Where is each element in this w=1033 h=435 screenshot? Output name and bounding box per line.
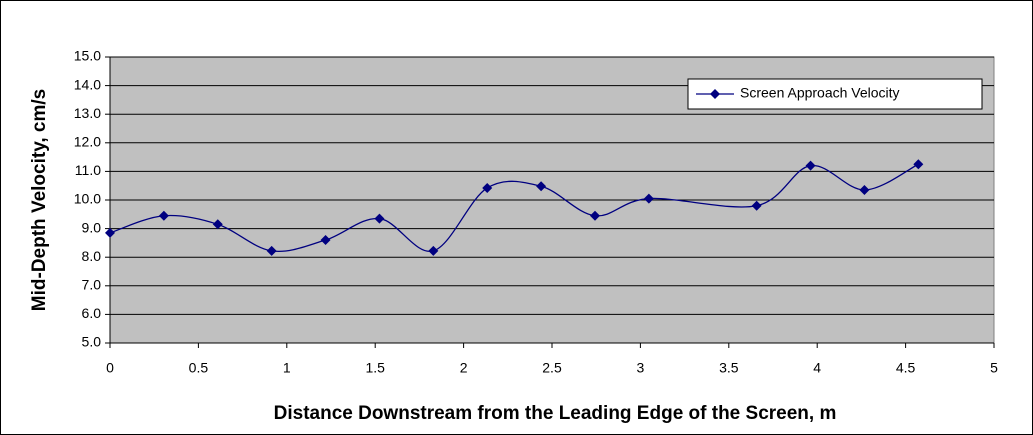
x-tick-label: 2.5	[542, 360, 562, 376]
x-tick-label: 5	[990, 360, 998, 376]
y-tick-label: 10.0	[74, 191, 101, 207]
y-tick-label: 11.0	[75, 162, 101, 178]
y-tick-label: 13.0	[74, 105, 101, 121]
data-point	[482, 182, 493, 193]
data-point	[805, 160, 816, 171]
data-point	[158, 210, 169, 221]
data-point	[428, 245, 439, 256]
y-tick-label: 6.0	[82, 305, 102, 321]
series-line	[109, 163, 919, 253]
y-tick-label: 9.0	[82, 219, 102, 235]
x-tick-label: 1	[283, 360, 291, 376]
y-tick-label: 14.0	[74, 76, 101, 92]
data-point	[589, 210, 600, 221]
data-point	[374, 213, 385, 224]
legend-box	[687, 78, 983, 110]
x-tick-label: 3	[637, 360, 645, 376]
x-tick-label: 0.5	[189, 360, 209, 376]
data-point	[212, 219, 223, 230]
y-tick-label: 12.0	[74, 134, 101, 150]
data-point	[751, 200, 762, 211]
legend-marker	[710, 89, 720, 99]
x-axis-title: Distance Downstream from the Leading Edg…	[274, 403, 837, 424]
x-tick-label: 2	[460, 360, 468, 376]
data-point	[913, 159, 924, 170]
x-tick-label: 3.5	[719, 360, 739, 376]
y-tick-label: 7.0	[82, 277, 102, 293]
data-point	[320, 235, 331, 246]
y-tick-label: 8.0	[82, 248, 102, 264]
x-tick-label: 4	[813, 360, 821, 376]
y-tick-label: 15.0	[74, 48, 101, 64]
x-tick-label: 4.5	[896, 360, 916, 376]
legend-label: Screen Approach Velocity	[740, 85, 900, 101]
data-point	[536, 181, 547, 192]
y-tick-label: 5.0	[82, 334, 102, 350]
data-point	[643, 193, 654, 204]
data-point	[859, 184, 870, 195]
x-tick-label: 0	[106, 360, 114, 376]
x-tick-label: 1.5	[365, 360, 385, 376]
data-point	[266, 245, 277, 256]
data-point	[105, 227, 115, 238]
y-axis-title: Mid-Depth Velocity, cm/s	[29, 89, 50, 311]
